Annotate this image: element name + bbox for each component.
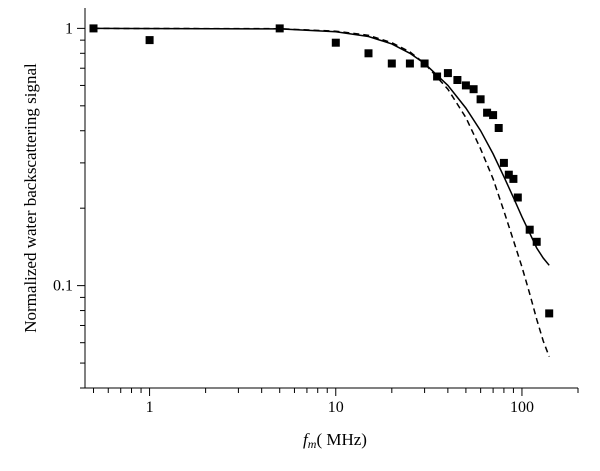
data-point (364, 49, 373, 58)
axis-ticks: 1 10 100 1 0.1 (53, 20, 579, 416)
data-point (461, 81, 470, 90)
y-tick-label: 1 (65, 20, 73, 37)
data-points (89, 24, 554, 318)
data-point (494, 124, 503, 132)
x-tick-label: 10 (328, 399, 344, 416)
y-tick-label: 0.1 (53, 278, 73, 295)
data-point (525, 225, 534, 234)
data-point (513, 193, 522, 202)
data-point (433, 72, 442, 81)
x-tick-label: 1 (146, 399, 154, 416)
x-axis-title: fm( MHz) (303, 430, 367, 451)
x-axis-title-symbol: f (303, 430, 310, 449)
data-point (476, 95, 485, 104)
data-point (331, 38, 340, 47)
data-point (509, 174, 518, 183)
data-point (420, 59, 429, 68)
plot-area (93, 27, 550, 357)
data-point (469, 85, 478, 94)
data-point (145, 36, 154, 45)
data-point (275, 24, 284, 33)
data-point (499, 158, 508, 167)
data-point (483, 108, 492, 117)
data-point (387, 59, 396, 68)
data-point (405, 59, 414, 68)
x-tick-label: 100 (510, 399, 534, 416)
x-axis-title-subscript: m (308, 437, 317, 451)
data-point (453, 76, 462, 84)
data-point (489, 111, 498, 120)
data-point (443, 69, 452, 78)
x-axis-title-unit: ( MHz) (316, 430, 367, 449)
data-point (89, 24, 98, 33)
data-point (532, 237, 541, 246)
y-axis-title: Normalized water backscattering signal (21, 63, 40, 333)
data-point (545, 309, 554, 318)
data-point (504, 170, 513, 179)
solid-curve (93, 27, 550, 266)
dashed-curve (93, 27, 550, 357)
